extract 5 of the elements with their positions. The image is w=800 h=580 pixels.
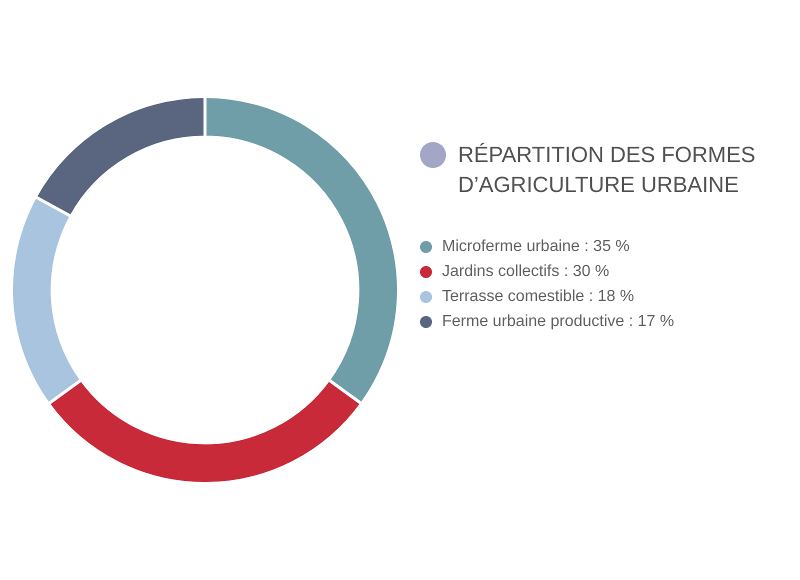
legend-label: Jardins collectifs : 30 % (442, 262, 610, 280)
legend-label: Microferme urbaine : 35 % (442, 238, 630, 256)
legend-label: Terrasse comestible : 18 % (442, 288, 634, 306)
text: RÉPARTITION DES FORMES D’AGRICULTURE URBAINE (458, 141, 756, 199)
legend-label: Ferme urbaine productive : 17 % (442, 312, 674, 330)
